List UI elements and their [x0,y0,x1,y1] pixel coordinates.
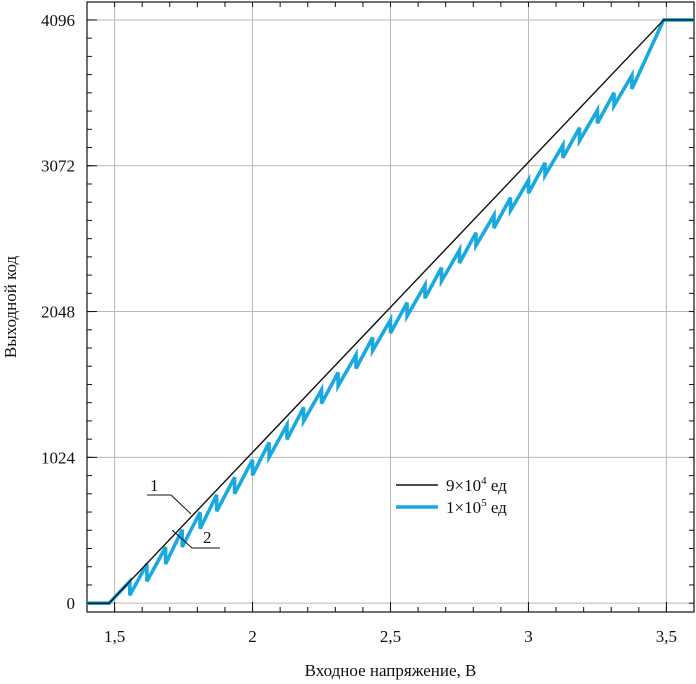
legend-label-1: 9×104 ед [446,475,507,495]
x-tick-label: 3,5 [656,627,677,646]
x-tick-label: 3 [524,627,533,646]
y-axis-title: Выходной код [1,256,20,359]
annotation-label-2: 2 [203,528,212,547]
y-tick-label: 1024 [41,448,76,467]
x-tick-label: 1,5 [104,627,125,646]
series-line-2 [87,18,694,606]
series-line-1 [87,19,694,604]
x-tick-label: 2,5 [380,627,401,646]
legend-label-2: 1×105 ед [446,497,507,517]
y-tick-label: 0 [67,594,76,613]
series-layer [87,18,694,606]
minor-ticks [86,2,695,612]
y-tick-label: 2048 [41,303,75,322]
legend: 9×104 ед1×105 ед [396,475,507,517]
annotation-leader-2 [171,529,220,549]
x-tick-labels: 1,5 2 2,5 3 3,5 [104,627,677,646]
y-tick-labels: 0 1024 2048 3072 4096 [41,11,76,613]
annotation-label-1: 1 [150,476,159,495]
y-tick-label: 3072 [41,157,75,176]
annotation-layer: 12 [147,476,220,549]
x-axis-title: Входное напряжение, В [305,661,477,680]
annotation-leader-1 [147,494,192,515]
y-tick-label: 4096 [41,11,75,30]
x-tick-label: 2 [248,627,257,646]
